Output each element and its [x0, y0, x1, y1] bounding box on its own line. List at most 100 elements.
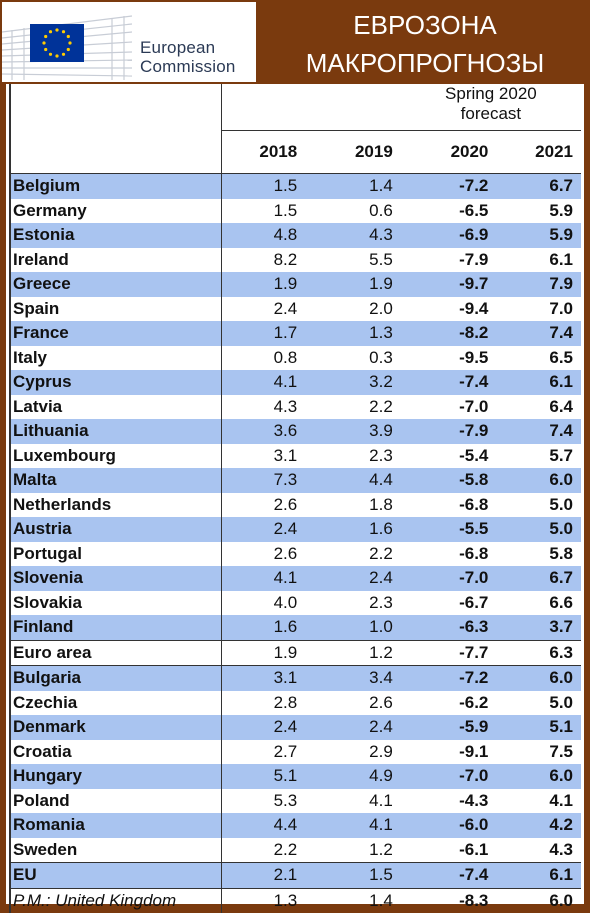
- logo-line-commission: Commission: [140, 57, 256, 76]
- eu-star-icon: [67, 48, 70, 51]
- value-2021: 6.7: [496, 174, 581, 199]
- value-2019: 2.4: [305, 715, 401, 740]
- country-name: Greece: [10, 272, 222, 297]
- value-2020: -9.7: [401, 272, 497, 297]
- value-2018: 2.4: [222, 517, 305, 542]
- value-2020: -6.3: [401, 615, 497, 640]
- value-2018: 2.6: [222, 493, 305, 518]
- country-name: P.M.: United Kingdom: [10, 888, 222, 913]
- value-2020: -6.1: [401, 838, 497, 863]
- value-2018: 1.3: [222, 888, 305, 913]
- header-row-forecast: Spring 2020 forecast: [10, 84, 581, 131]
- value-2021: 6.7: [496, 566, 581, 591]
- value-2021: 6.0: [496, 468, 581, 493]
- value-2021: 4.3: [496, 838, 581, 863]
- value-2021: 7.5: [496, 740, 581, 765]
- value-2021: 7.0: [496, 297, 581, 322]
- value-2021: 5.0: [496, 691, 581, 716]
- country-name: Bulgaria: [10, 666, 222, 691]
- value-2018: 4.8: [222, 223, 305, 248]
- value-2020: -7.0: [401, 764, 497, 789]
- value-2020: -7.4: [401, 863, 497, 889]
- value-2019: 1.5: [305, 863, 401, 889]
- value-2021: 6.6: [496, 591, 581, 616]
- value-2018: 1.5: [222, 199, 305, 224]
- value-2018: 8.2: [222, 248, 305, 273]
- forecast-header: Spring 2020 forecast: [401, 84, 581, 131]
- country-name: EU: [10, 863, 222, 889]
- country-name: Denmark: [10, 715, 222, 740]
- header-empty-cell: [222, 84, 305, 131]
- title-line-2: МАКРОПРОГНОЗЫ: [262, 48, 588, 79]
- value-2020: -8.2: [401, 321, 497, 346]
- value-2019: 2.3: [305, 591, 401, 616]
- country-name: Sweden: [10, 838, 222, 863]
- eu-star-icon: [49, 30, 52, 33]
- value-2019: 1.6: [305, 517, 401, 542]
- country-name: Malta: [10, 468, 222, 493]
- value-2018: 0.8: [222, 346, 305, 371]
- value-2019: 5.5: [305, 248, 401, 273]
- value-2019: 4.1: [305, 813, 401, 838]
- header-empty-cell: [305, 84, 401, 131]
- value-2018: 3.1: [222, 444, 305, 469]
- country-name: Slovenia: [10, 566, 222, 591]
- value-2021: 3.7: [496, 615, 581, 640]
- value-2018: 1.7: [222, 321, 305, 346]
- value-2018: 5.1: [222, 764, 305, 789]
- value-2018: 1.9: [222, 272, 305, 297]
- value-2019: 1.3: [305, 321, 401, 346]
- country-name: Netherlands: [10, 493, 222, 518]
- value-2020: -8.3: [401, 888, 497, 913]
- value-2021: 6.1: [496, 248, 581, 273]
- country-name: Portugal: [10, 542, 222, 567]
- eu-star-icon: [55, 28, 58, 31]
- country-name: Poland: [10, 789, 222, 814]
- logo-line-european: European: [140, 38, 256, 57]
- value-2020: -6.9: [401, 223, 497, 248]
- year-2020-header: 2020: [401, 131, 497, 174]
- year-2018-header: 2018: [222, 131, 305, 174]
- country-name: Lithuania: [10, 419, 222, 444]
- value-2018: 7.3: [222, 468, 305, 493]
- value-2019: 2.6: [305, 691, 401, 716]
- value-2019: 1.8: [305, 493, 401, 518]
- value-2019: 1.9: [305, 272, 401, 297]
- value-2019: 0.6: [305, 199, 401, 224]
- value-2018: 2.4: [222, 297, 305, 322]
- forecast-label-1: Spring 2020: [402, 84, 580, 104]
- header-empty-cell: [10, 131, 222, 174]
- country-name: Spain: [10, 297, 222, 322]
- value-2020: -4.3: [401, 789, 497, 814]
- value-2021: 6.1: [496, 863, 581, 889]
- country-name: Cyprus: [10, 370, 222, 395]
- country-name: Austria: [10, 517, 222, 542]
- eu-star-icon: [68, 41, 71, 44]
- commission-building-icon: [2, 2, 132, 82]
- value-2019: 2.3: [305, 444, 401, 469]
- value-2019: 4.1: [305, 789, 401, 814]
- value-2021: 6.0: [496, 764, 581, 789]
- eu-star-icon: [44, 35, 47, 38]
- value-2019: 2.9: [305, 740, 401, 765]
- eu-star-icon: [67, 35, 70, 38]
- value-2018: 2.1: [222, 863, 305, 889]
- value-2019: 4.3: [305, 223, 401, 248]
- value-2020: -7.4: [401, 370, 497, 395]
- value-2021: 7.4: [496, 321, 581, 346]
- value-2020: -6.7: [401, 591, 497, 616]
